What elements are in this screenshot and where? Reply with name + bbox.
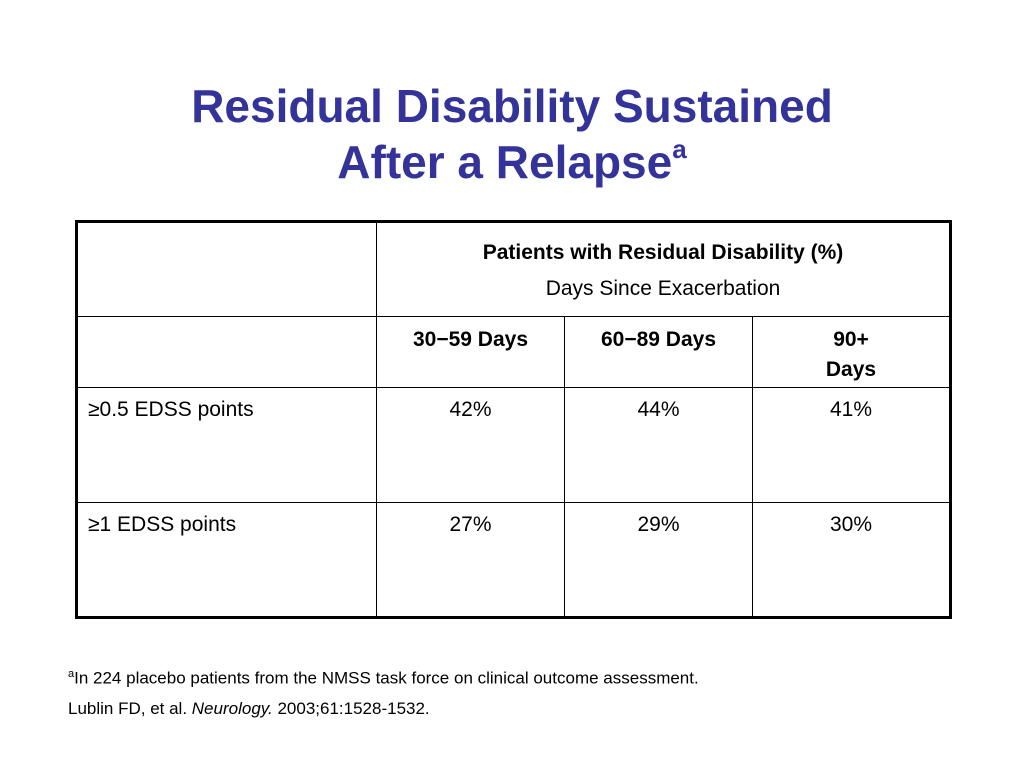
table-column-header-row: 30−59 Days 60−89 Days 90+ Days [76,316,951,388]
row-label: ≥0.5 EDSS points [76,387,377,503]
footnote-source: aIn 224 placebo patients from the NMSS t… [68,668,699,689]
table-cell: 42% [376,387,565,503]
table-cell: 29% [564,502,753,618]
table-group-header: Patients with Residual Disability (%) Da… [376,221,951,317]
column-header-60-89: 60−89 Days [564,316,753,388]
table-header-title: Patients with Residual Disability (%) [482,241,844,264]
table-empty-cell [76,316,377,388]
table-row: ≥0.5 EDSS points 42% 44% 41% [76,387,951,503]
column-header-90-plus: 90+ Days [752,316,951,388]
table-cell: 30% [752,502,951,618]
table-corner-cell [76,221,377,317]
title-line-1: Residual Disability Sustained [191,80,833,132]
slide-title: Residual Disability Sustained After a Re… [0,78,1024,190]
residual-disability-table: Patients with Residual Disability (%) Da… [75,220,952,619]
title-line-2-text: After a Relapse [337,136,673,188]
citation-details: 2003;61:1528-1532. [272,699,430,718]
title-line-2: After a Relapsea [0,134,1024,190]
title-footnote-marker: a [672,134,687,164]
footnote-marker: a [68,668,75,680]
table-cell: 44% [564,387,753,503]
footnote-citation: Lublin FD, et al. Neurology. 2003;61:152… [68,699,430,719]
table-cell: 41% [752,387,951,503]
citation-authors: Lublin FD, et al. [68,699,192,718]
column-header-90-plus-line2: Days [825,358,877,381]
row-label: ≥1 EDSS points [76,502,377,618]
column-header-30-59: 30−59 Days [376,316,565,388]
citation-journal: Neurology. [191,699,273,718]
column-header-90-plus-line1: 90+ [833,328,869,351]
table-cell: 27% [376,502,565,618]
footnote-text: In 224 placebo patients from the NMSS ta… [74,668,699,688]
table-header-row: Patients with Residual Disability (%) Da… [76,221,951,317]
table-header-subtitle: Days Since Exacerbation [545,277,781,300]
table-row: ≥1 EDSS points 27% 29% 30% [76,502,951,618]
